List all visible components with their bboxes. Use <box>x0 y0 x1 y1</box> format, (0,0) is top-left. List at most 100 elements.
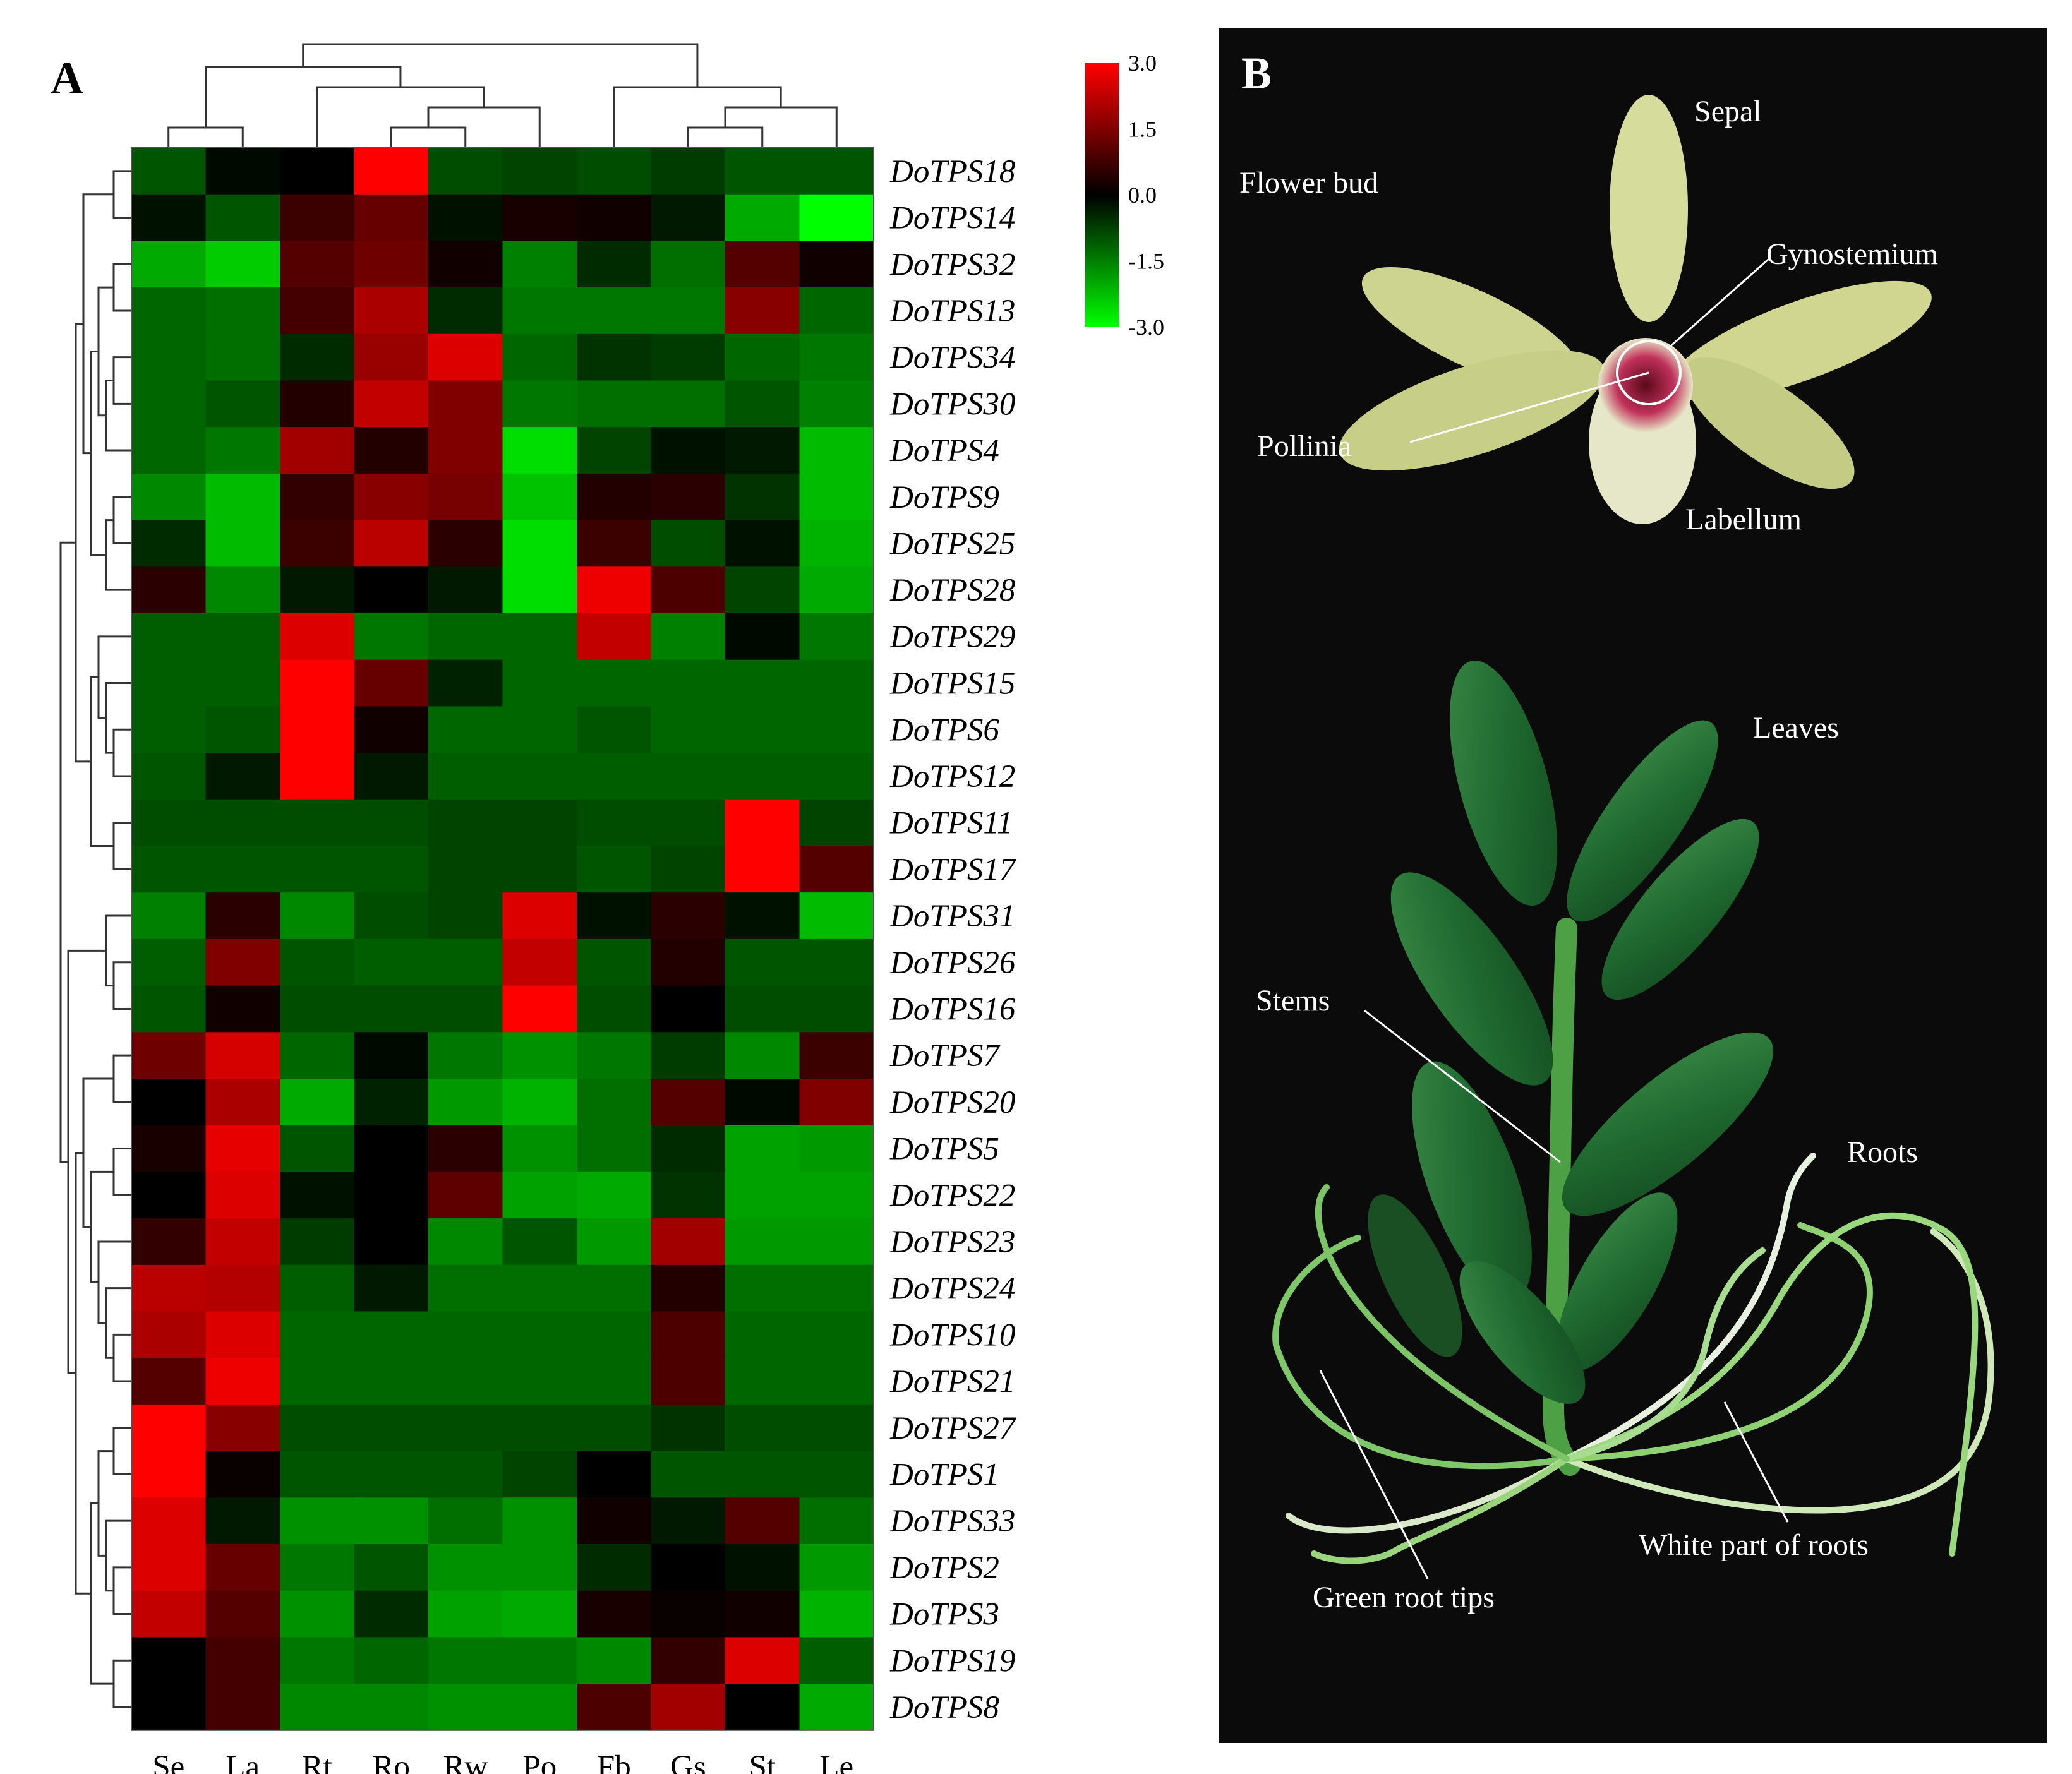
heatmap-cell <box>725 1684 800 1731</box>
heatmap-cell <box>799 1264 874 1312</box>
row-label: DoTPS3 <box>889 1597 999 1633</box>
heatmap-cell <box>577 1684 652 1731</box>
heatmap-cell <box>428 473 503 521</box>
heatmap-cell <box>280 1451 355 1498</box>
color-scale-ticks: 3.0 1.5 0.0 -1.5 -3.0 <box>1128 51 1164 340</box>
heatmap-cell <box>725 1172 800 1219</box>
heatmap-cell <box>280 1218 355 1266</box>
row-label: DoTPS27 <box>889 1411 1017 1446</box>
heatmap-cell <box>577 194 652 241</box>
heatmap-cell <box>205 1637 280 1684</box>
stems-pointer <box>1364 1009 1561 1163</box>
heatmap-cell <box>799 148 874 195</box>
row-label: DoTPS15 <box>889 666 1015 702</box>
heatmap-cell <box>131 1264 207 1312</box>
leaf-1 <box>1449 660 1558 906</box>
row-label: DoTPS19 <box>889 1643 1015 1679</box>
heatmap-cell <box>725 1264 800 1312</box>
heatmap-cell <box>131 427 207 474</box>
heatmap-cell <box>799 799 874 847</box>
heatmap-cell <box>799 892 874 940</box>
heatmap-cell <box>725 846 800 893</box>
heatmap-cell <box>799 520 874 567</box>
heatmap-cell <box>131 985 207 1033</box>
column-label: Rt <box>302 1749 332 1774</box>
heatmap-cell <box>502 380 577 428</box>
heatmap-cell <box>577 706 652 753</box>
heatmap-cell <box>354 1497 429 1545</box>
heatmap-cell <box>577 1497 652 1545</box>
column-dendrogram-branch <box>687 126 764 148</box>
left-lower-petal <box>1339 350 1605 471</box>
heatmap-cell <box>205 194 280 241</box>
heatmap-cell <box>651 566 726 614</box>
heatmap-cell <box>651 1079 726 1126</box>
row-dendrogram-branch <box>97 635 131 719</box>
heatmap-cell <box>725 473 800 521</box>
heatmap-cell <box>651 241 726 288</box>
heatmap-cell <box>280 938 355 986</box>
heatmap-cell <box>280 333 355 381</box>
heatmap-cell <box>502 1637 577 1684</box>
heatmap-cell <box>577 287 652 335</box>
heatmap-cell <box>280 1637 355 1684</box>
heatmap-cell <box>799 1544 874 1591</box>
heatmap-cell <box>280 287 355 335</box>
heatmap-cell <box>205 1544 280 1591</box>
heatmap-cell <box>428 194 503 241</box>
heatmap-cell <box>280 1358 355 1405</box>
heatmap-cell <box>502 427 577 474</box>
column-label: Fb <box>597 1749 631 1774</box>
heatmap-cell <box>354 1544 429 1591</box>
heatmap-cell <box>725 333 800 381</box>
heatmap-cell <box>205 1264 280 1312</box>
heatmap-cell <box>725 613 800 661</box>
heatmap-cell <box>428 148 503 195</box>
heatmap-cell <box>131 1172 207 1219</box>
row-dendrogram-branch <box>112 356 131 405</box>
heatmap-cell <box>725 1637 800 1684</box>
heatmap-cell <box>280 753 355 800</box>
column-label: La <box>226 1749 260 1774</box>
heatmap-cell <box>354 1451 429 1498</box>
heatmap-cell <box>651 1637 726 1684</box>
heatmap-cell <box>577 1404 652 1452</box>
heatmap-cell <box>428 380 503 428</box>
heatmap-cell <box>577 613 652 661</box>
heatmap-cell <box>725 1590 800 1638</box>
row-label: DoTPS4 <box>889 433 999 469</box>
heatmap-cell <box>502 985 577 1033</box>
heatmap-cell <box>651 427 726 474</box>
heatmap-cell <box>131 1497 207 1545</box>
heatmap-cell <box>577 427 652 474</box>
heatmap-cell <box>577 241 652 288</box>
heatmap-cell <box>577 1032 652 1079</box>
heatmap-cell <box>725 1311 800 1358</box>
column-label: Le <box>819 1749 853 1774</box>
heatmap-cell <box>428 1125 503 1172</box>
heatmap-cell <box>205 846 280 893</box>
heatmap-cell <box>651 892 726 940</box>
row-labels: DoTPS18 DoTPS14 DoTPS32 DoTPS13 DoTPS34 DoTPS… <box>889 154 1017 1725</box>
heatmap-cell <box>502 1264 577 1312</box>
row-dendrogram-branch <box>67 949 106 1374</box>
heatmap-cell <box>131 799 207 847</box>
heatmap-cell <box>205 938 280 986</box>
heatmap-cell <box>354 1032 429 1079</box>
leaf-9 <box>1368 1194 1462 1357</box>
heatmap-cell <box>205 241 280 288</box>
heatmap-cell <box>651 1544 726 1591</box>
heatmap-cell <box>502 1358 577 1405</box>
heatmap-cell <box>651 753 726 800</box>
label-flower-bud: Flower bud <box>1239 166 1378 200</box>
heatmap-cell <box>205 1218 280 1266</box>
heatmap-cell <box>428 706 503 753</box>
heatmap-cell <box>651 1172 726 1219</box>
heatmap-cell <box>280 846 355 893</box>
row-dendrogram-branch <box>112 170 131 219</box>
heatmap-cell <box>577 846 652 893</box>
heatmap-cell <box>577 520 652 567</box>
heatmap-cell <box>428 1358 503 1405</box>
heatmap-cell <box>502 1079 577 1126</box>
heatmap-cell <box>131 753 207 800</box>
